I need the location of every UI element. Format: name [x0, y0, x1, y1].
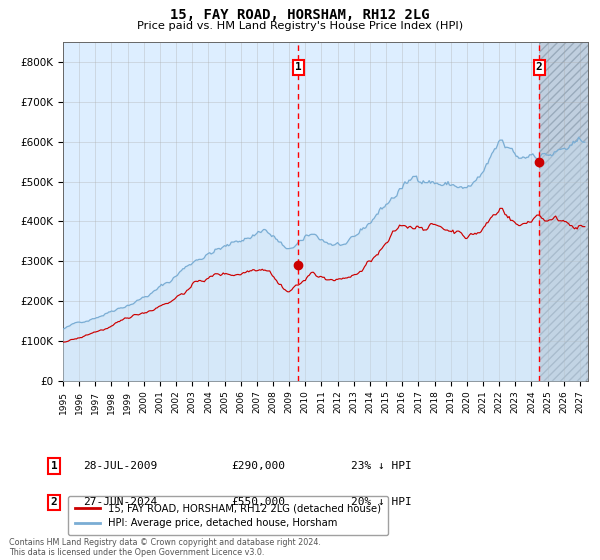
Legend: 15, FAY ROAD, HORSHAM, RH12 2LG (detached house), HPI: Average price, detached h: 15, FAY ROAD, HORSHAM, RH12 2LG (detache… [68, 496, 388, 535]
Bar [539, 42, 588, 381]
Text: 2: 2 [50, 497, 58, 507]
Text: 27-JUN-2024: 27-JUN-2024 [83, 497, 157, 507]
Text: 20% ↓ HPI: 20% ↓ HPI [351, 497, 412, 507]
Text: 23% ↓ HPI: 23% ↓ HPI [351, 461, 412, 471]
Text: Contains HM Land Registry data © Crown copyright and database right 2024.
This d: Contains HM Land Registry data © Crown c… [9, 538, 321, 557]
Text: Price paid vs. HM Land Registry's House Price Index (HPI): Price paid vs. HM Land Registry's House … [137, 21, 463, 31]
Text: 15, FAY ROAD, HORSHAM, RH12 2LG: 15, FAY ROAD, HORSHAM, RH12 2LG [170, 8, 430, 22]
Text: 1: 1 [295, 62, 302, 72]
Text: 2: 2 [536, 62, 542, 72]
Text: 1: 1 [50, 461, 58, 471]
Text: £550,000: £550,000 [231, 497, 285, 507]
Text: £290,000: £290,000 [231, 461, 285, 471]
Text: 28-JUL-2009: 28-JUL-2009 [83, 461, 157, 471]
